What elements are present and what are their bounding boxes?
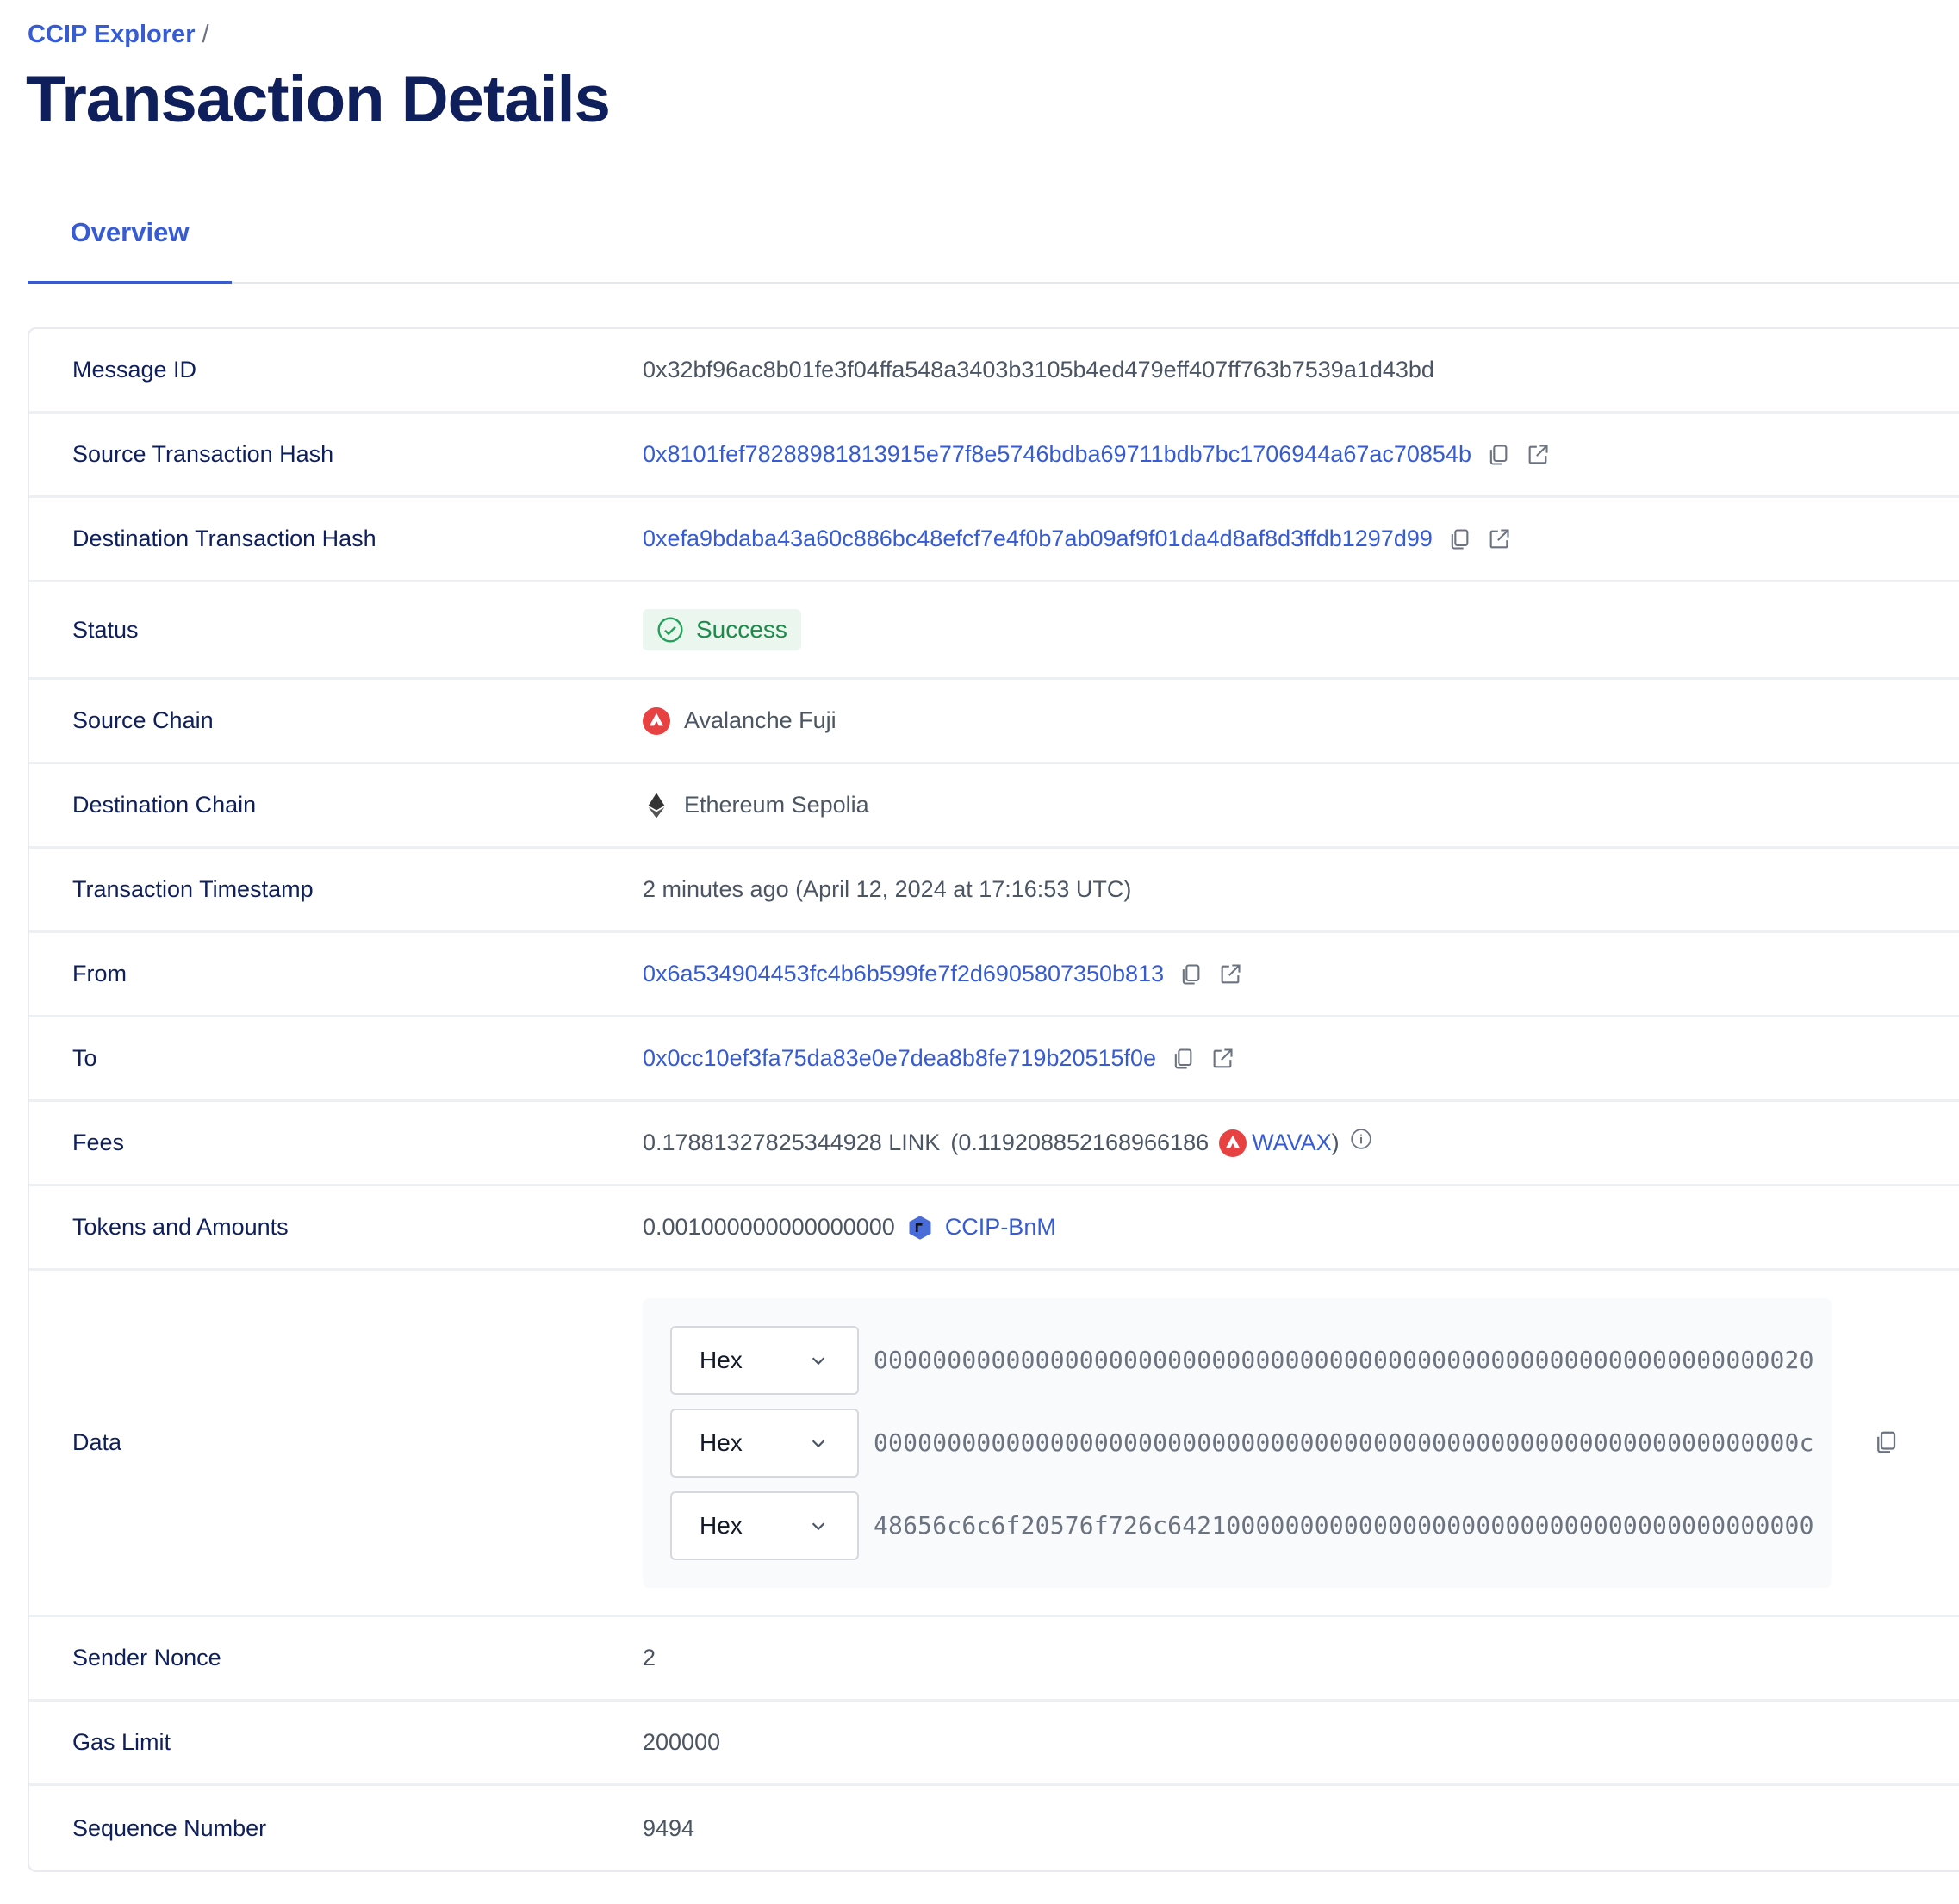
label: Source Transaction Hash [72, 441, 334, 467]
row-to: To 0x0cc10ef3fa75da83e0e7dea8b8fe719b205… [29, 1017, 1959, 1102]
label: Tokens and Amounts [72, 1214, 289, 1240]
chevron-down-icon [812, 1439, 825, 1447]
source-tx-link[interactable]: 0x8101fef78288981813915e77f8e5746bdba697… [643, 441, 1471, 467]
copy-icon[interactable] [1485, 442, 1511, 468]
label: Sender Nonce [72, 1645, 221, 1671]
timestamp-value: 2 minutes ago (April 12, 2024 at 17:16:5… [643, 876, 1132, 902]
ccip-bnm-token-link[interactable]: CCIP-BnM [944, 1214, 1056, 1240]
message-id-value: 0x32bf96ac8b01fe3f04ffa548a3403b3105b4ed… [643, 357, 1434, 383]
row-dest-chain: Destination Chain Ethereum Sepolia [29, 764, 1959, 849]
copy-icon[interactable] [1873, 1429, 1899, 1455]
avalanche-icon [1219, 1129, 1247, 1157]
breadcrumb-ccip-explorer[interactable]: CCIP Explorer [28, 21, 196, 48]
sequence-value: 9494 [643, 1814, 695, 1841]
page-title: Transaction Details [26, 63, 611, 136]
external-link-icon[interactable] [1525, 442, 1551, 468]
format-select[interactable]: Hex [670, 1408, 859, 1478]
row-source-chain: Source Chain Avalanche Fuji [29, 680, 1959, 764]
format-value: Hex [700, 1346, 743, 1373]
label: Gas Limit [72, 1729, 171, 1755]
format-value: Hex [700, 1428, 743, 1456]
from-address-link[interactable]: 0x6a534904453fc4b6b599fe7f2d6905807350b8… [643, 961, 1165, 986]
source-chain-name: Avalanche Fuji [684, 707, 836, 733]
ccip-bnm-icon [909, 1215, 931, 1240]
gas-limit-value: 200000 [643, 1729, 721, 1755]
details-card: Message ID 0x32bf96ac8b01fe3f04ffa548a34… [28, 327, 1959, 1872]
nonce-value: 2 [643, 1645, 656, 1671]
chevron-down-icon [812, 1521, 825, 1530]
label: Message ID [72, 357, 197, 383]
status-badge: Success [643, 609, 801, 650]
data-hex: 0000000000000000000000000000000000000000… [874, 1428, 1814, 1457]
row-message-id: Message ID 0x32bf96ac8b01fe3f04ffa548a34… [29, 329, 1959, 414]
ethereum-icon [648, 792, 665, 818]
row-sender-nonce: Sender Nonce 2 [29, 1617, 1959, 1702]
dest-tx-link[interactable]: 0xefa9bdaba43a60c886bc48efcf7e4f0b7ab09a… [643, 526, 1433, 551]
label: Status [72, 616, 139, 643]
data-box: Hex 000000000000000000000000000000000000… [643, 1297, 1832, 1588]
row-timestamp: Transaction Timestamp 2 minutes ago (Apr… [29, 849, 1959, 933]
label: Destination Chain [72, 792, 257, 818]
to-address-link[interactable]: 0x0cc10ef3fa75da83e0e7dea8b8fe719b20515f… [643, 1045, 1157, 1071]
label: Data [72, 1429, 122, 1455]
wavax-token-link[interactable]: WAVAX [1252, 1129, 1332, 1155]
format-select[interactable]: Hex [670, 1325, 859, 1395]
check-circle-icon [657, 617, 683, 643]
row-gas-limit: Gas Limit 200000 [29, 1702, 1959, 1786]
external-link-icon[interactable] [1210, 1046, 1235, 1072]
avalanche-icon [643, 707, 670, 735]
paren-close: ) [1331, 1129, 1340, 1155]
data-hex: 48656c6c6f20576f726c64210000000000000000… [874, 1511, 1814, 1540]
tab-bar: Overview [28, 198, 1959, 284]
fee-link-amount: 0.17881327825344928 LINK [643, 1129, 941, 1155]
row-source-tx: Source Transaction Hash 0x8101fef7828898… [29, 414, 1959, 498]
data-line: Hex 000000000000000000000000000000000000… [670, 1408, 1832, 1478]
label: To [72, 1045, 97, 1071]
breadcrumb-separator: / [202, 21, 209, 48]
dest-chain-name: Ethereum Sepolia [684, 792, 869, 818]
status-text: Success [696, 616, 787, 643]
external-link-icon[interactable] [1217, 961, 1243, 987]
row-tokens: Tokens and Amounts 0.001000000000000000 … [29, 1186, 1959, 1271]
copy-icon[interactable] [1178, 961, 1203, 987]
data-line: Hex 48656c6c6f20576f726c6421000000000000… [670, 1490, 1832, 1560]
format-select[interactable]: Hex [670, 1490, 859, 1560]
data-line: Hex 000000000000000000000000000000000000… [670, 1325, 1832, 1395]
token-amount: 0.001000000000000000 [643, 1214, 895, 1240]
info-icon [1350, 1128, 1371, 1149]
format-value: Hex [700, 1511, 743, 1539]
row-data: Data Hex 0000000000000000000000000000000… [29, 1271, 1959, 1617]
row-dest-tx: Destination Transaction Hash 0xefa9bdaba… [29, 498, 1959, 582]
chevron-down-icon [812, 1356, 825, 1365]
row-sequence-number: Sequence Number 9494 [29, 1786, 1959, 1870]
fee-native-amount: (0.119208852168966186 [950, 1129, 1210, 1155]
label: From [72, 961, 127, 986]
data-hex: 0000000000000000000000000000000000000000… [874, 1346, 1814, 1374]
label: Fees [72, 1129, 125, 1155]
row-from: From 0x6a534904453fc4b6b599fe7f2d6905807… [29, 933, 1959, 1017]
row-status: Status Success [29, 582, 1959, 680]
external-link-icon[interactable] [1486, 526, 1512, 552]
copy-icon[interactable] [1446, 526, 1472, 552]
row-fees: Fees 0.17881327825344928 LINK (0.1192088… [29, 1102, 1959, 1186]
copy-icon[interactable] [1170, 1046, 1196, 1072]
label: Sequence Number [72, 1814, 267, 1841]
label: Transaction Timestamp [72, 876, 314, 902]
breadcrumb: CCIP Explorer / [28, 21, 209, 49]
label: Source Chain [72, 707, 214, 733]
tab-overview[interactable]: Overview [28, 198, 232, 284]
label: Destination Transaction Hash [72, 526, 376, 551]
